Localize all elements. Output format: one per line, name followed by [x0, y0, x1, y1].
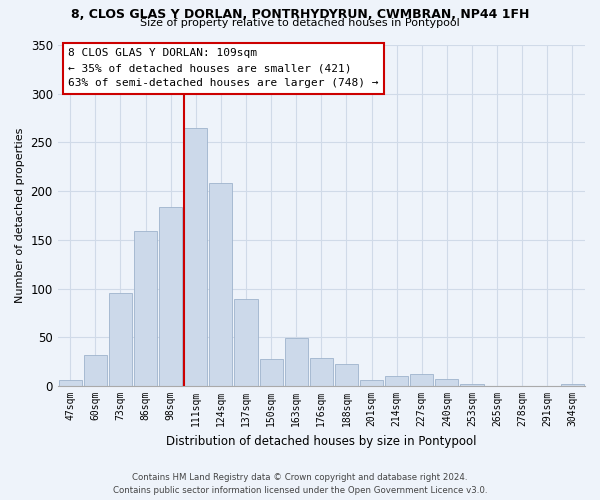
Bar [385, 376, 408, 386]
Bar [109, 294, 132, 386]
Bar [184, 128, 208, 386]
Bar [310, 358, 333, 386]
Text: Contains HM Land Registry data © Crown copyright and database right 2024.
Contai: Contains HM Land Registry data © Crown c… [113, 474, 487, 495]
Bar [335, 364, 358, 386]
Bar [284, 338, 308, 386]
Bar [410, 374, 433, 386]
Bar [134, 231, 157, 386]
X-axis label: Distribution of detached houses by size in Pontypool: Distribution of detached houses by size … [166, 434, 476, 448]
Bar [260, 359, 283, 386]
Text: 8 CLOS GLAS Y DORLAN: 109sqm
← 35% of detached houses are smaller (421)
63% of s: 8 CLOS GLAS Y DORLAN: 109sqm ← 35% of de… [68, 48, 379, 88]
Bar [59, 380, 82, 386]
Bar [84, 355, 107, 386]
Bar [159, 207, 182, 386]
Text: 8, CLOS GLAS Y DORLAN, PONTRHYDYRUN, CWMBRAN, NP44 1FH: 8, CLOS GLAS Y DORLAN, PONTRHYDYRUN, CWM… [71, 8, 529, 20]
Text: Size of property relative to detached houses in Pontypool: Size of property relative to detached ho… [140, 18, 460, 28]
Bar [209, 184, 232, 386]
Bar [360, 380, 383, 386]
Bar [561, 384, 584, 386]
Y-axis label: Number of detached properties: Number of detached properties [15, 128, 25, 303]
Bar [460, 384, 484, 386]
Bar [235, 300, 257, 386]
Bar [436, 379, 458, 386]
